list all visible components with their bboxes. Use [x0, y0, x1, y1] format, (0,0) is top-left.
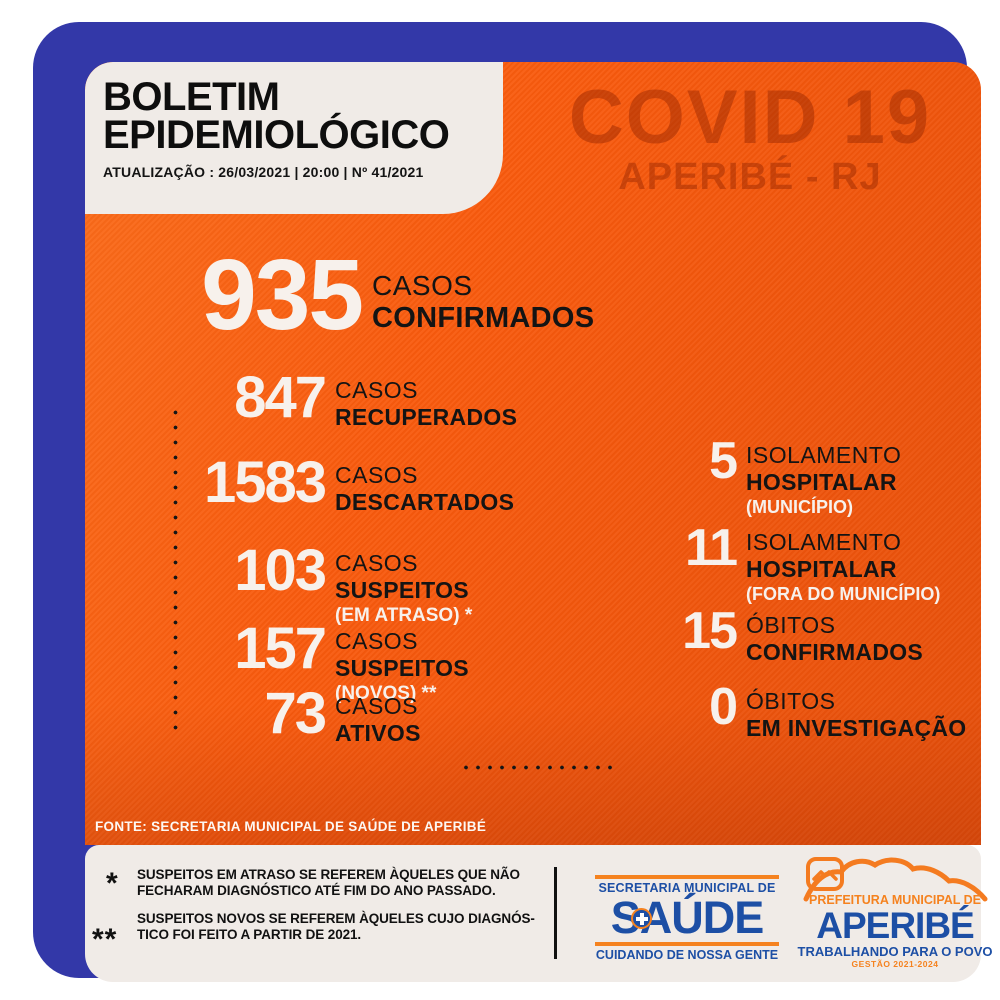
- saude-logo-top-text: SECRETARIA MUNICIPAL DE: [598, 881, 776, 895]
- stat-value: 103: [234, 538, 327, 603]
- dotted-line-bottom: [460, 765, 615, 770]
- footnote-text-1: SUSPEITOS EM ATRASO SE REFEREM ÀQUELES Q…: [137, 867, 520, 898]
- prefeitura-logo-tagline: TRABALHANDO PARA O POVO: [797, 944, 993, 959]
- footer-panel: * SUSPEITOS EM ATRASO SE REFEREM ÀQUELES…: [85, 845, 993, 982]
- stat-label-line2: SUSPEITOS: [335, 577, 469, 603]
- stat-label-line2: HOSPITALAR: [746, 556, 897, 582]
- title-line2: EPIDEMIOLÓGICO: [103, 113, 450, 157]
- stat-value: 847: [234, 365, 327, 430]
- medical-cross-icon: [631, 908, 652, 929]
- stat-obitos-confirmados: 15 ÓBITOS CONFIRMADOS: [516, 602, 924, 666]
- stat-label-line1: CASOS: [335, 462, 419, 488]
- saude-logo-tagline: CUIDANDO DE NOSSA GENTE: [595, 948, 779, 962]
- stat-label-line1: ISOLAMENTO: [746, 529, 902, 555]
- orange-background: BOLETIM EPIDEMIOLÓGICO ATUALIZAÇÃO : 26/…: [85, 62, 981, 845]
- prefeitura-logo: PREFEITURA MUNICIPAL DE APERIBÉ TRABALHA…: [797, 855, 993, 969]
- stat-casos-descartados: 1583 CASOS DESCARTADOS: [105, 450, 515, 516]
- stat-label-line1: CASOS: [372, 270, 473, 301]
- stat-label-line2: ATIVOS: [335, 720, 421, 746]
- stat-casos-suspeitos-novos: 157 CASOS SUSPEITOS (NOVOS) **: [105, 616, 469, 705]
- stat-isolamento-municipio: 5 ISOLAMENTO HOSPITALAR (MUNICÍPIO): [516, 432, 902, 518]
- source-text: FONTE: SECRETARIA MUNICIPAL DE SAÚDE DE …: [95, 819, 487, 834]
- stat-label-line1: ISOLAMENTO: [746, 442, 902, 468]
- stat-label-line2: EM INVESTIGAÇÃO: [746, 715, 967, 741]
- location-watermark-text: APERIBÉ - RJ: [618, 156, 882, 198]
- saude-logo-name: SAÚDE: [610, 892, 765, 943]
- prefeitura-logo-top-text: PREFEITURA MUNICIPAL DE: [809, 893, 981, 907]
- stat-value: 157: [234, 616, 327, 681]
- stat-label-line2: CONFIRMADOS: [372, 302, 595, 334]
- stat-label-line2: SUSPEITOS: [335, 655, 469, 681]
- stat-label-line3: (MUNICÍPIO): [746, 497, 853, 517]
- stat-value: 5: [709, 432, 738, 490]
- stat-obitos-investigacao: 0 ÓBITOS EM INVESTIGAÇÃO: [516, 678, 967, 742]
- stat-label-line1: ÓBITOS: [746, 688, 836, 714]
- footnote-marker-2: **: [92, 923, 118, 956]
- covid-watermark: COVID 19 APERIBÉ - RJ: [525, 75, 975, 198]
- hills-handshake-icon: [803, 857, 988, 902]
- stat-label-line3: (NOVOS) **: [335, 683, 437, 704]
- header-panel: BOLETIM EPIDEMIOLÓGICO ATUALIZAÇÃO : 26/…: [85, 62, 503, 214]
- stat-value: 73: [264, 681, 327, 746]
- stat-label-line2: DESCARTADOS: [335, 489, 515, 515]
- stat-casos-recuperados: 847 CASOS RECUPERADOS: [105, 365, 518, 431]
- stat-isolamento-fora-municipio: 11 ISOLAMENTO HOSPITALAR (FORA DO MUNICÍ…: [516, 519, 941, 605]
- stat-label-line1: CASOS: [335, 628, 419, 654]
- stat-label-line1: CASOS: [335, 550, 419, 576]
- stat-label-line2: CONFIRMADOS: [746, 639, 924, 665]
- stat-value: 0: [709, 678, 738, 736]
- stat-casos-ativos: 73 CASOS ATIVOS: [105, 681, 421, 747]
- stat-label-line2: HOSPITALAR: [746, 469, 897, 495]
- dotted-line-left: [173, 405, 178, 740]
- stat-label-line2: RECUPERADOS: [335, 404, 518, 430]
- covid19-watermark-text: COVID 19: [568, 75, 932, 160]
- prefeitura-logo-gestao: GESTÃO 2021-2024: [851, 959, 939, 969]
- stat-label-line1: CASOS: [335, 693, 419, 719]
- stat-label-line3: (FORA DO MUNICÍPIO): [746, 584, 941, 604]
- stat-value: 15: [682, 602, 738, 660]
- footnote-text-2: SUSPEITOS NOVOS SE REFEREM ÀQUELES CUJO …: [137, 911, 535, 942]
- stat-value: 11: [685, 519, 738, 577]
- logo-rule-top: [595, 875, 779, 879]
- footnote-marker-1: *: [106, 867, 118, 900]
- update-info: ATUALIZAÇÃO : 26/03/2021 | 20:00 | Nº 41…: [103, 164, 424, 180]
- saude-logo: SECRETARIA MUNICIPAL DE SAÚDE CUIDANDO D…: [591, 873, 783, 962]
- prefeitura-logo-name: APERIBÉ: [816, 905, 974, 946]
- stat-value: 935: [201, 239, 364, 351]
- page-title: BOLETIM EPIDEMIOLÓGICO: [103, 75, 503, 157]
- title-line1: BOLETIM: [103, 75, 280, 119]
- stat-casos-suspeitos-atraso: 103 CASOS SUSPEITOS (EM ATRASO) *: [105, 538, 473, 627]
- stat-casos-confirmados: 935 CASOS CONFIRMADOS: [105, 239, 595, 351]
- stat-label-line1: ÓBITOS: [746, 612, 836, 638]
- footer-divider: [554, 867, 557, 959]
- stat-label-line3: (EM ATRASO) *: [335, 605, 473, 626]
- stat-label-line1: CASOS: [335, 377, 419, 403]
- logo-rule-bottom: [595, 942, 779, 946]
- blue-frame: BOLETIM EPIDEMIOLÓGICO ATUALIZAÇÃO : 26/…: [33, 22, 993, 982]
- stat-value: 1583: [203, 450, 327, 515]
